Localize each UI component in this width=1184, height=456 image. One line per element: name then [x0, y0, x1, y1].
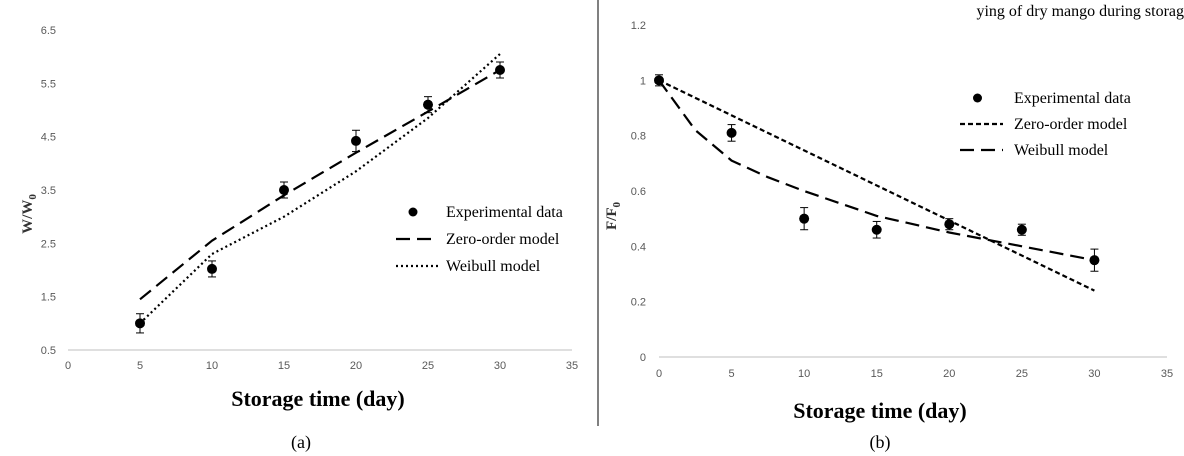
panel-a-y-axis-label-sub: 0 — [27, 194, 39, 200]
panel-b-y-tick-label: 0.8 — [631, 131, 646, 143]
panel-a-legend-marker-experimental-data — [409, 208, 418, 217]
panel-b-legend: Experimental data Zero-order model Weibull… — [960, 90, 1131, 159]
panel-b-zero-order-model-line — [659, 80, 1094, 290]
panel-b-x-ticks: 0 5 10 15 20 25 30 35 — [656, 368, 1173, 380]
panel-b-data-point — [727, 128, 737, 138]
panel-a-y-axis-label-main: W/W — [20, 200, 36, 234]
subfigure-label-b: (b) — [870, 432, 891, 453]
panel-b-x-tick-label: 15 — [871, 368, 883, 380]
page-top-text: ying of dry mango during storag — [976, 3, 1184, 20]
panel-a-data-point — [423, 100, 433, 110]
panel-b-y-axis-label-main: F/F — [604, 208, 620, 231]
panel-a-legend-label-zero-order-model: Zero-order model — [446, 231, 560, 248]
panel-a-x-tick-label: 20 — [350, 360, 362, 372]
panel-a-y-ticks: 0.5 1.5 2.5 3.5 4.5 5.5 6.5 — [41, 25, 56, 357]
panel-a-y-tick-label: 6.5 — [41, 25, 56, 37]
panel-a-x-tick-label: 30 — [494, 360, 506, 372]
panel-a-x-tick-label: 15 — [278, 360, 290, 372]
panel-b-data-point — [1017, 225, 1027, 235]
panel-a-x-tick-label: 5 — [137, 360, 143, 372]
panel-b-x-tick-label: 25 — [1016, 368, 1028, 380]
panel-b-x-tick-label: 30 — [1088, 368, 1100, 380]
panel-a-y-tick-label: 4.5 — [41, 132, 56, 144]
panel-b-x-axis-label: Storage time (day) — [793, 398, 967, 423]
panel-a-y-axis-label: W/W0 — [20, 194, 39, 234]
panel-b-y-tick-label: 0.2 — [631, 297, 646, 309]
panel-b-y-axis-label: F/F0 — [604, 202, 623, 231]
panel-a-x-tick-label: 35 — [566, 360, 578, 372]
panel-a-legend-label-experimental-data: Experimental data — [446, 204, 563, 221]
panel-a-weibull-model-line — [140, 54, 500, 323]
panel-a-x-tick-label: 0 — [65, 360, 71, 372]
panel-a-legend-label-weibull-model: Weibull model — [446, 258, 541, 275]
panel-b-y-tick-label: 1.2 — [631, 20, 646, 32]
panel-b-legend-label-zero-order-model: Zero-order model — [1014, 116, 1128, 133]
panel-a-x-axis-label: Storage time (day) — [231, 386, 405, 411]
panel-b-data-point — [799, 214, 809, 224]
panel-a-x-tick-label: 25 — [422, 360, 434, 372]
panel-b-legend-label-experimental-data: Experimental data — [1014, 90, 1131, 107]
panel-b: 0 0.2 0.4 0.6 0.8 1 1.2 0 5 10 15 20 25 30 35 Storage… — [604, 20, 1173, 423]
panel-b-y-ticks: 0 0.2 0.4 0.6 0.8 1 1.2 — [631, 20, 646, 364]
panel-a-y-tick-label: 1.5 — [41, 292, 56, 304]
panel-b-x-tick-label: 0 — [656, 368, 662, 380]
panel-b-x-tick-label: 35 — [1161, 368, 1173, 380]
panel-a-y-tick-label: 3.5 — [41, 185, 56, 197]
panel-b-y-tick-label: 0 — [640, 352, 646, 364]
panel-a-data-point — [135, 318, 145, 328]
panel-a-y-tick-label: 0.5 — [41, 345, 56, 357]
panel-b-x-tick-label: 10 — [798, 368, 810, 380]
panel-a-legend: Experimental data Zero-order model Weibull… — [396, 204, 563, 275]
panel-b-y-tick-label: 0.4 — [631, 241, 646, 253]
panel-b-y-tick-label: 1 — [640, 75, 646, 87]
panel-a-y-tick-label: 2.5 — [41, 238, 56, 250]
panel-a-x-tick-label: 10 — [206, 360, 218, 372]
panel-b-x-tick-label: 20 — [943, 368, 955, 380]
panel-b-x-tick-label: 5 — [729, 368, 735, 380]
panel-b-series — [654, 75, 1099, 291]
panel-b-legend-label-weibull-model: Weibull model — [1014, 142, 1109, 159]
panel-b-legend-marker-experimental-data — [973, 94, 982, 103]
subfigure-label-a: (a) — [291, 432, 311, 453]
panel-a: 0.5 1.5 2.5 3.5 4.5 5.5 6.5 0 5 10 15 20 25 30 35 Sto… — [20, 25, 578, 411]
panel-a-data-point — [207, 264, 217, 274]
panel-a-x-ticks: 0 5 10 15 20 25 30 35 — [65, 360, 578, 372]
panel-b-y-tick-label: 0.6 — [631, 186, 646, 198]
panel-a-series — [135, 54, 505, 333]
panel-b-data-point — [872, 225, 882, 235]
panel-b-y-axis-label-sub: 0 — [611, 202, 623, 208]
panel-a-y-tick-label: 5.5 — [41, 78, 56, 90]
panel-a-data-point — [351, 136, 361, 146]
